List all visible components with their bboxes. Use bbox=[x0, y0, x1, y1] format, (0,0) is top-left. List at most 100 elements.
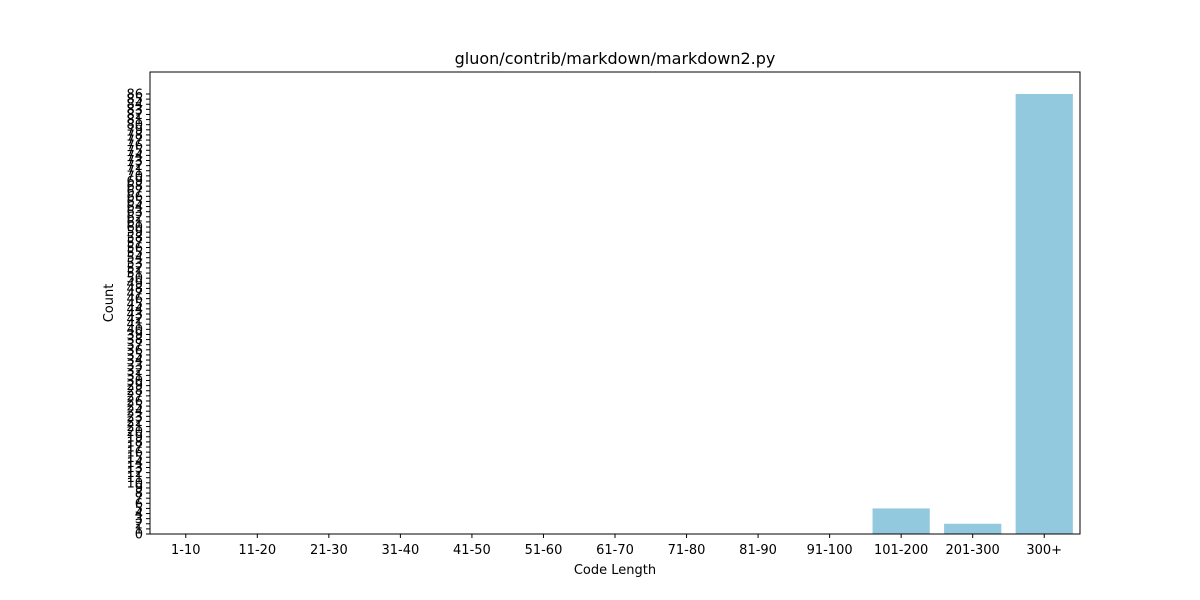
bar-300+ bbox=[1015, 94, 1073, 534]
y-tick-label: 68 bbox=[126, 180, 143, 195]
y-tick-label: 80 bbox=[126, 118, 143, 133]
y-tick-label: 81 bbox=[126, 113, 143, 128]
y-axis-label: Count bbox=[102, 284, 117, 323]
y-tick-label: 28 bbox=[126, 384, 143, 399]
y-tick-label: 59 bbox=[126, 226, 143, 241]
y-tick-label: 25 bbox=[126, 400, 143, 415]
y-tick-label: 5 bbox=[135, 502, 143, 517]
y-tick-label: 51 bbox=[126, 267, 143, 282]
y-tick-label: 40 bbox=[126, 323, 143, 338]
y-tick-label: 13 bbox=[126, 461, 143, 476]
y-tick-label: 10 bbox=[126, 476, 143, 491]
y-tick-label: 32 bbox=[126, 364, 143, 379]
bars-group bbox=[872, 94, 1073, 534]
y-tick-label: 1 bbox=[135, 522, 143, 537]
x-tick-label: 61-70 bbox=[596, 543, 634, 558]
y-tick-label: 74 bbox=[126, 149, 143, 164]
y-tick-label: 77 bbox=[126, 134, 143, 149]
x-tick-label: 71-80 bbox=[668, 543, 706, 558]
y-tick-label: 23 bbox=[126, 410, 143, 425]
y-tick-label: 38 bbox=[126, 333, 143, 348]
x-tick-label: 21-30 bbox=[310, 543, 348, 558]
y-tick-label: 54 bbox=[126, 251, 143, 266]
y-tick-label: 43 bbox=[126, 308, 143, 323]
y-tick-label: 41 bbox=[126, 318, 143, 333]
y-tick-label: 33 bbox=[126, 359, 143, 374]
y-tick-label: 26 bbox=[126, 394, 143, 409]
y-tick-label: 19 bbox=[126, 430, 143, 445]
y-tick-label: 61 bbox=[126, 215, 143, 230]
y-tick-label: 48 bbox=[126, 282, 143, 297]
chart-title: gluon/contrib/markdown/markdown2.py bbox=[455, 49, 776, 68]
y-tick-label: 57 bbox=[126, 236, 143, 251]
y-tick-label: 56 bbox=[126, 241, 143, 256]
y-tick-label: 27 bbox=[126, 389, 143, 404]
y-tick-label: 66 bbox=[126, 190, 143, 205]
y-tick-label: 45 bbox=[126, 297, 143, 312]
y-tick-label: 22 bbox=[126, 415, 143, 430]
y-tick-label: 17 bbox=[126, 441, 143, 456]
y-tick-label: 16 bbox=[126, 446, 143, 461]
x-tick-label: 11-20 bbox=[238, 543, 276, 558]
y-tick-label: 44 bbox=[126, 302, 143, 317]
y-tick-label: 52 bbox=[126, 261, 143, 276]
y-tick-label: 42 bbox=[126, 313, 143, 328]
y-tick-label: 2 bbox=[135, 517, 143, 532]
x-tick-label: 41-50 bbox=[453, 543, 491, 558]
y-tick-label: 67 bbox=[126, 185, 143, 200]
y-tick-label: 39 bbox=[126, 328, 143, 343]
y-tick-label: 84 bbox=[126, 98, 143, 113]
y-tick-label: 0 bbox=[135, 528, 143, 543]
y-tick-label: 18 bbox=[126, 435, 143, 450]
y-tick-label: 86 bbox=[126, 88, 143, 103]
x-tick-label: 51-60 bbox=[525, 543, 563, 558]
y-tick-label: 82 bbox=[126, 108, 143, 123]
x-tick-label: 101-200 bbox=[874, 543, 928, 558]
y-tick-label: 50 bbox=[126, 272, 143, 287]
y-tick-label: 24 bbox=[126, 405, 143, 420]
y-tick-label: 78 bbox=[126, 128, 143, 143]
plot-frame bbox=[149, 71, 1081, 535]
y-tick-label: 14 bbox=[126, 456, 143, 471]
x-tick-label: 201-300 bbox=[946, 543, 1000, 558]
y-tick-label: 55 bbox=[126, 246, 143, 261]
x-tick-label: 91-100 bbox=[807, 543, 853, 558]
y-tick-label: 31 bbox=[126, 369, 143, 384]
y-tick-label: 65 bbox=[126, 195, 143, 210]
y-tick-label: 36 bbox=[126, 343, 143, 358]
y-tick-label: 8 bbox=[135, 487, 143, 502]
y-tick-label: 73 bbox=[126, 154, 143, 169]
y-tick-label: 6 bbox=[135, 497, 143, 512]
y-tick-label: 7 bbox=[135, 492, 143, 507]
y-tick-label: 30 bbox=[126, 374, 143, 389]
y-tick-label: 72 bbox=[126, 159, 143, 174]
y-tick-label: 53 bbox=[126, 256, 143, 271]
y-tick-label: 85 bbox=[126, 93, 143, 108]
y-tick-label: 58 bbox=[126, 231, 143, 246]
y-tick-label: 49 bbox=[126, 277, 143, 292]
y-tick-label: 60 bbox=[126, 221, 143, 236]
y-tick-label: 69 bbox=[126, 174, 143, 189]
y-tick-label: 4 bbox=[135, 507, 143, 522]
y-tick-label: 47 bbox=[126, 287, 143, 302]
bar-101-200 bbox=[872, 508, 930, 534]
y-tick-label: 71 bbox=[126, 164, 143, 179]
y-tick-label: 75 bbox=[126, 144, 143, 159]
y-tick-label: 37 bbox=[126, 338, 143, 353]
x-tick-label: 81-90 bbox=[739, 543, 777, 558]
y-tick-label: 62 bbox=[126, 210, 143, 225]
x-tick-label: 1-10 bbox=[171, 543, 201, 558]
bar-201-300 bbox=[944, 523, 1002, 534]
y-tick-label: 63 bbox=[126, 205, 143, 220]
y-axis: 0123456789101112131415161718192021222324… bbox=[126, 88, 150, 543]
y-tick-label: 12 bbox=[126, 466, 143, 481]
x-axis-label: Code Length bbox=[574, 563, 656, 578]
y-tick-label: 79 bbox=[126, 123, 143, 138]
y-tick-label: 20 bbox=[126, 425, 143, 440]
y-tick-label: 83 bbox=[126, 103, 143, 118]
x-tick-label: 300+ bbox=[1026, 543, 1062, 558]
y-tick-label: 46 bbox=[126, 292, 143, 307]
y-tick-label: 29 bbox=[126, 379, 143, 394]
x-tick-label: 31-40 bbox=[381, 543, 419, 558]
